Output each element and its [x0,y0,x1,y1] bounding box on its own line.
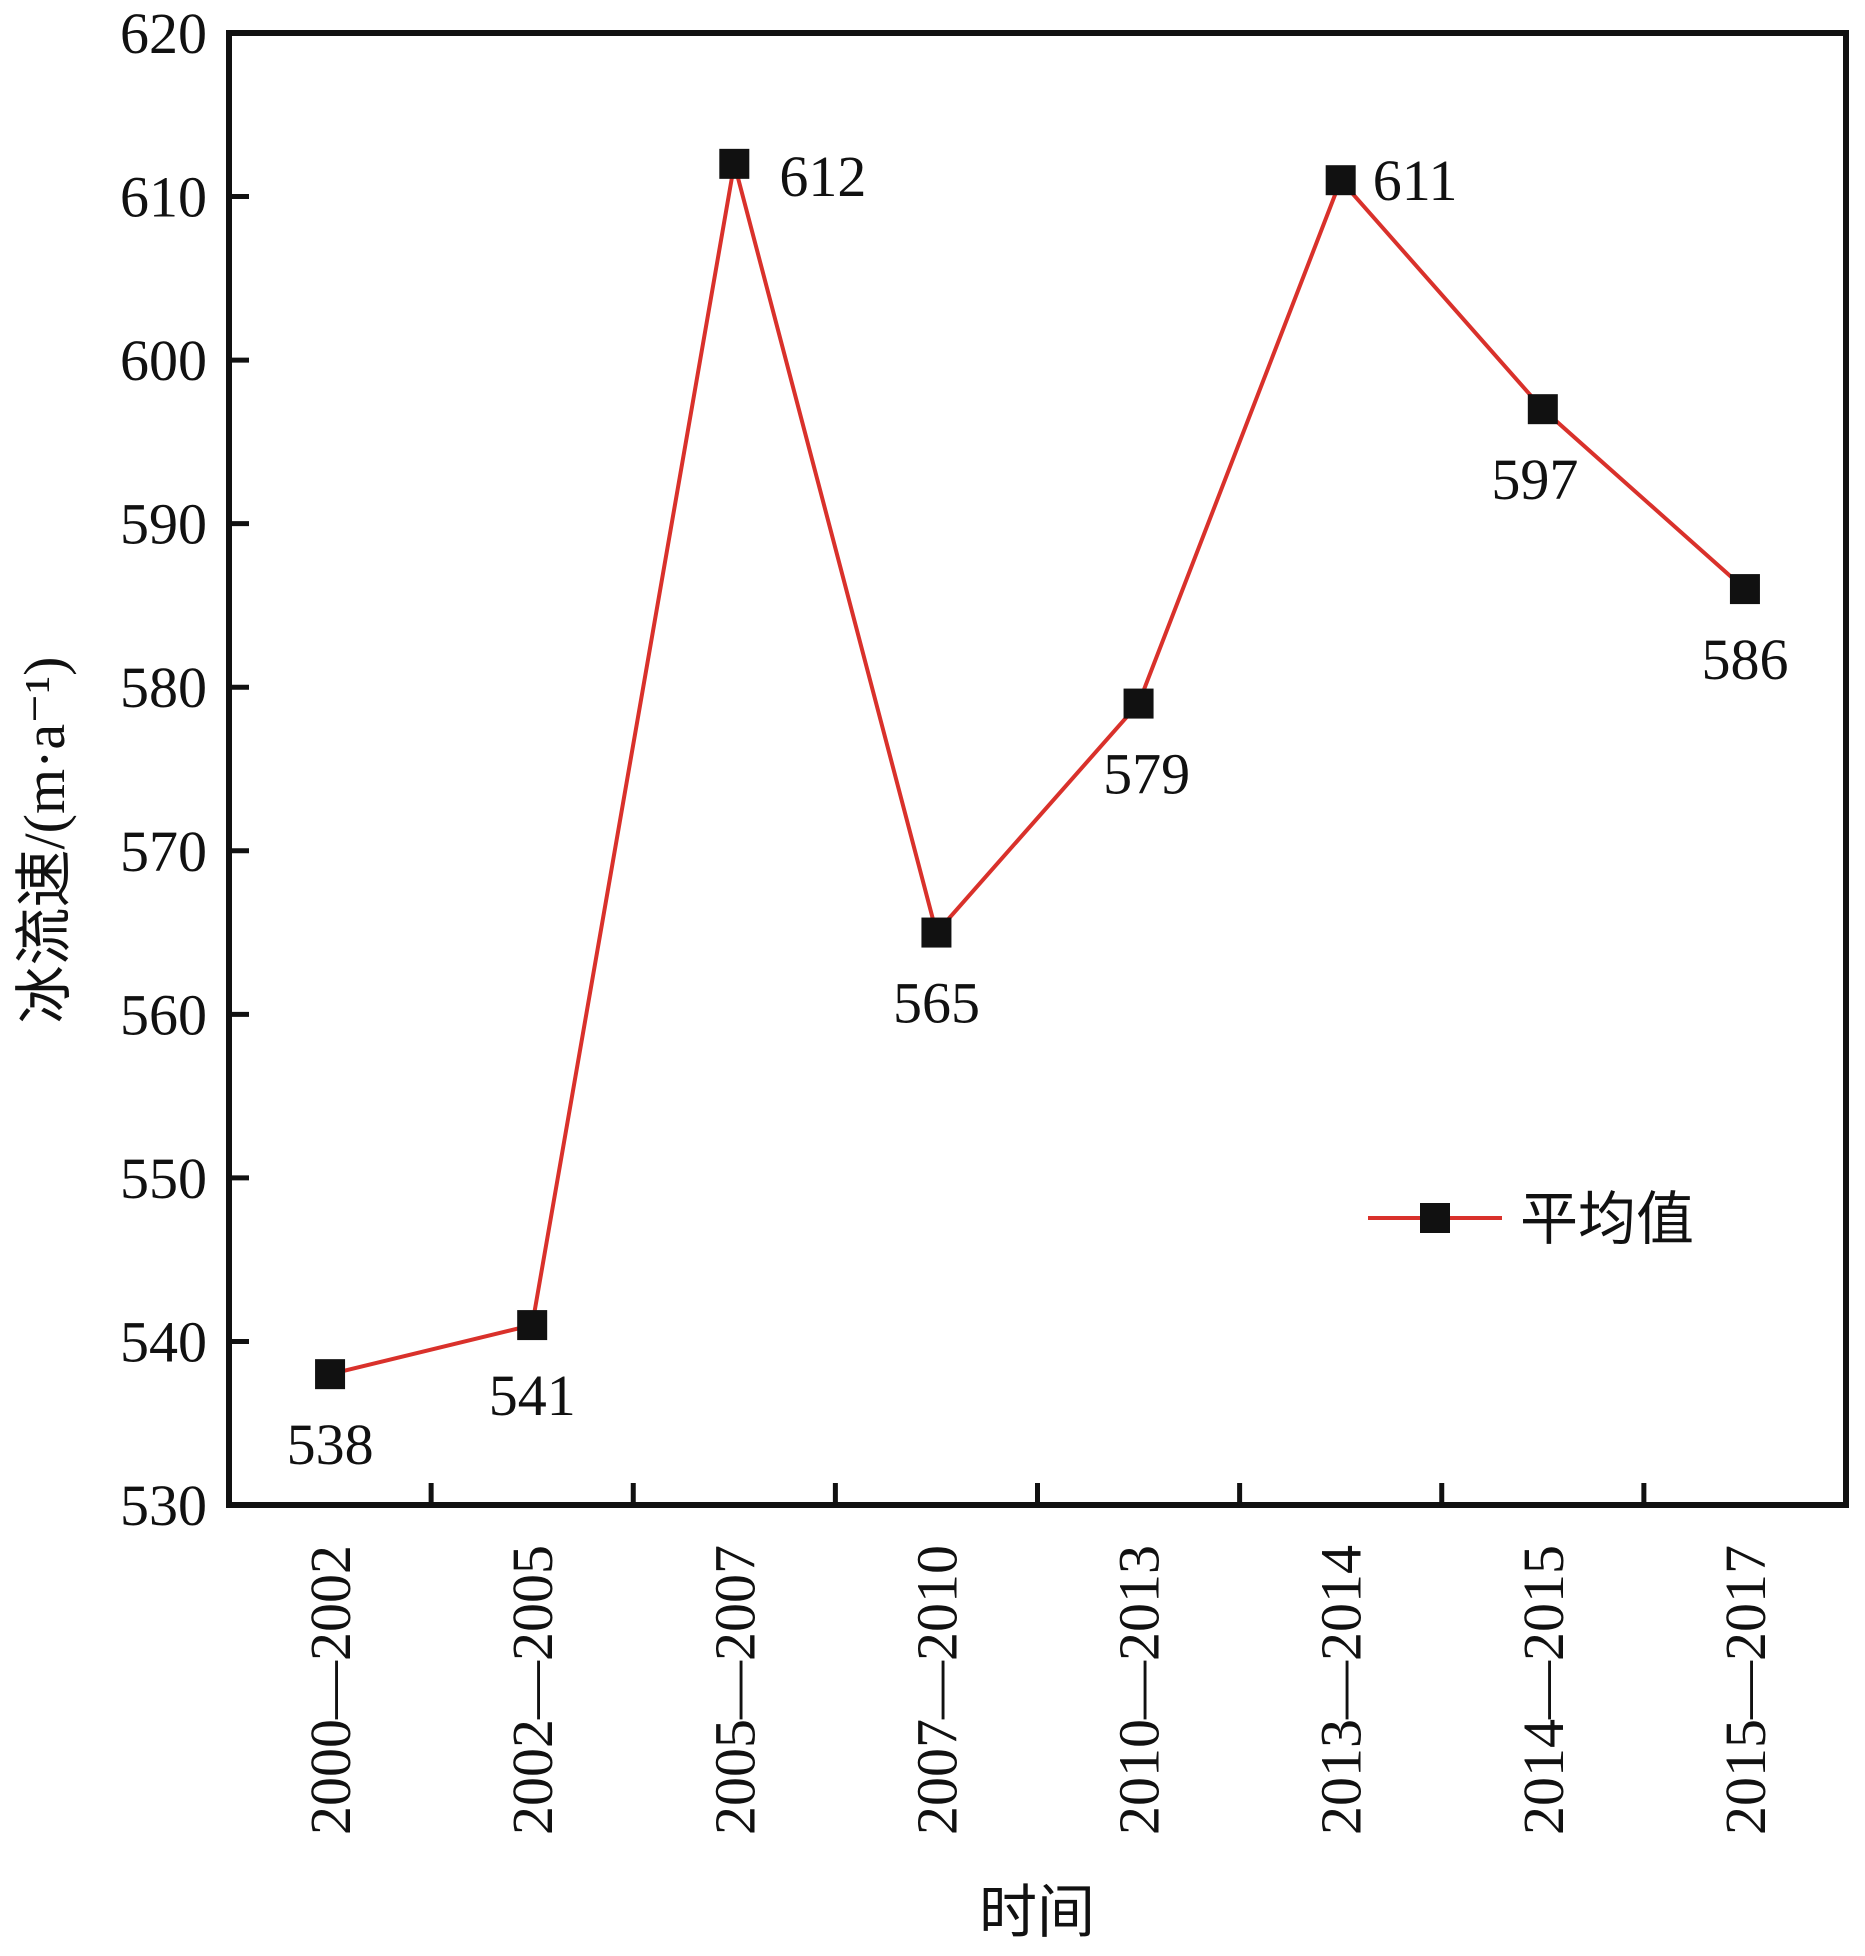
x-tick-label: 2015—2017 [1713,1545,1778,1835]
y-tick-label: 530 [120,1473,207,1538]
y-tick-label: 590 [120,492,207,557]
y-tick-label: 540 [120,1309,207,1374]
data-point [1527,394,1558,425]
x-tick-label: 2010—2013 [1107,1545,1172,1835]
y-axis-title: 冰流速/(m·a⁻¹) [12,657,77,1024]
series-layer [315,148,1760,1390]
data-label: 538 [287,1412,374,1477]
data-point [921,917,952,948]
y-tick-label: 600 [120,328,207,393]
legend: 平均值 [1368,1187,1694,1252]
x-tick-label: 2005—2007 [702,1545,767,1835]
data-point [719,148,750,179]
x-tick-label: 2014—2015 [1511,1545,1576,1835]
data-label: 611 [1373,148,1458,213]
x-tick-label: 2002—2005 [500,1545,565,1835]
data-label: 579 [1103,742,1190,807]
data-label: 541 [489,1363,576,1428]
y-tick-label: 620 [120,1,207,66]
x-tick-label: 2013—2014 [1309,1545,1374,1835]
y-tick-label: 580 [120,655,207,720]
x-tick-label: 2000—2002 [298,1545,363,1835]
data-point [315,1359,346,1390]
data-point [1325,165,1356,196]
data-point [1729,574,1760,605]
data-label: 612 [779,144,866,209]
x-axis-title: 时间 [979,1880,1095,1945]
x-tick-label: 2007—2010 [904,1545,969,1835]
plot-frame [226,30,1849,1508]
data-label: 586 [1701,627,1788,692]
y-tick-label: 560 [120,982,207,1047]
x-axis: 2000—2002 2002—2005 2005—2007 2007—2010 2010… [298,1483,1778,1835]
legend-marker [1420,1203,1450,1233]
data-label: 565 [893,971,980,1036]
y-tick-label: 550 [120,1146,207,1211]
data-point [517,1310,548,1341]
legend-label: 平均值 [1520,1187,1694,1252]
y-axis: 530 540 550 560 570 580 590 600 610 620 [120,1,249,1538]
data-point [1123,688,1154,719]
data-label: 597 [1491,447,1578,512]
y-tick-label: 570 [120,819,207,884]
y-tick-label: 610 [120,165,207,230]
data-labels: 538 541 612 565 579 611 597 586 [287,144,1789,1477]
series-line [329,163,1747,1377]
